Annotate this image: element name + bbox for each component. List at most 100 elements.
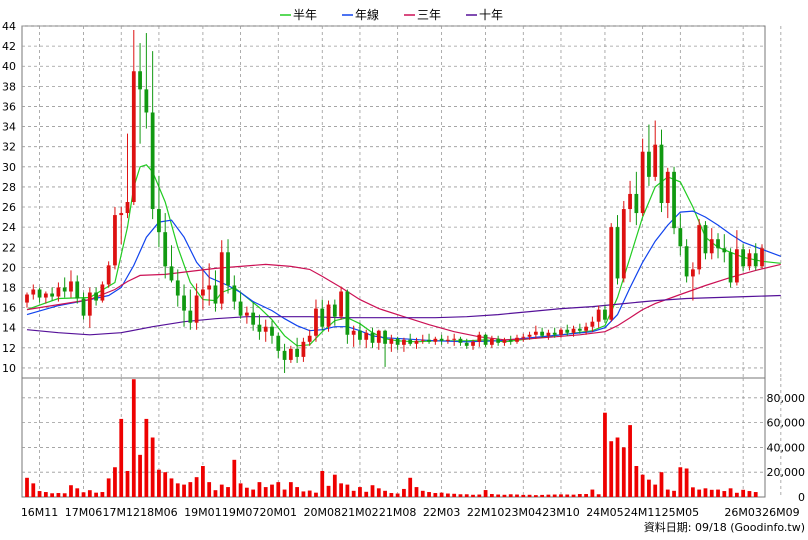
x-tick-label: 24M11 [624,506,662,519]
candle-body [75,281,80,299]
volume-bar [69,485,73,497]
x-tick-label: 20M01 [260,506,298,519]
volume-bar [483,490,488,497]
candle-body [402,339,406,345]
candle-body [100,284,105,301]
volume-bar [150,437,155,497]
volume-bar [157,469,161,497]
volume-panel: 0 20,000 40,000 60,000 80,000 [21,377,806,504]
candle-body [131,71,136,202]
volume-bar [496,494,501,497]
candle-body [414,340,419,344]
volume-bar [533,495,538,497]
volume-bar [119,418,124,497]
candle-body [201,289,205,296]
candle-body [546,332,551,336]
volume-bar [175,483,180,497]
candle-body [226,252,230,286]
x-tick-label: 19M01 [184,506,222,519]
volume-bar [87,490,92,497]
candle-body [288,348,293,360]
price-tick-label: 30 [2,161,16,174]
candle-body [351,330,356,335]
price-tick-label: 42 [2,40,16,53]
volume-bar [596,494,601,497]
candle-body [527,334,532,337]
volume-bar [251,489,256,497]
volume-tick-label: 20,000 [767,466,806,479]
x-tick-label: 23M04 [505,506,543,519]
volume-bar [383,490,387,497]
candle-body [157,209,161,233]
volume-bar [747,491,752,497]
volume-bar [326,485,331,497]
candle-body [244,312,249,316]
x-tick-label: 26M09 [762,506,800,519]
volume-bar [288,482,293,497]
volume-bar [270,484,274,497]
volume-bar [169,478,174,497]
volume-tick-label: 60,000 [767,417,806,430]
candle-body [106,265,111,285]
volume-bar [75,488,80,497]
legend-label-3: 十年 [479,8,503,22]
candle-body [584,326,588,331]
candle-body [615,227,620,279]
candle-body [540,331,545,336]
volume-bar [489,494,494,497]
candle-body [684,246,689,277]
volume-bar [50,493,55,497]
volume-bar [665,489,670,497]
price-tick-label: 10 [2,362,16,375]
volume-bar [226,487,230,497]
candle-body [276,335,281,351]
candle-body [182,295,186,311]
candle-body [232,285,237,302]
candle-body [691,269,695,277]
candle-body [753,253,758,267]
candle-body [25,294,29,303]
volume-tick-label: 80,000 [767,392,806,405]
volume-bar [433,493,438,497]
volume-bar [634,466,639,497]
volume-axis: 0 20,000 40,000 60,000 80,000 [767,392,806,504]
volume-bar [691,487,695,497]
price-tick-label: 16 [2,302,16,315]
volume-bar [163,472,168,497]
volume-bar [364,491,369,497]
volume-bar [43,492,48,497]
volume-bar [402,488,406,497]
candle-body [163,232,168,267]
volume-bar [684,468,689,497]
volume-bar [716,489,720,497]
x-tick-label: 18M06 [140,506,178,519]
candle-body [653,144,658,177]
volume-grid [22,378,782,497]
volume-bar [263,487,268,497]
volume-bar [94,492,98,497]
x-tick-label: 20M08 [304,506,342,519]
candle-body [665,171,670,204]
candle-body [521,336,526,338]
candle-body [326,304,331,327]
price-panel: 10 12 14 16 18 20 22 24 26 28 30 32 34 36 38 40 42 44 [2,20,782,379]
volume-bar [640,474,645,497]
candle-body [659,144,664,204]
volume-bar [414,487,419,497]
volume-bar [188,482,193,497]
x-tick-label: 17M06 [65,506,103,519]
price-tick-label: 28 [2,181,16,194]
volume-bar [100,492,105,497]
volume-bar [351,490,356,497]
volume-bar [703,488,708,497]
volume-bars [25,379,758,497]
candle-body [452,338,457,340]
volume-tick-label: 0 [798,491,805,504]
candle-body [81,298,86,316]
x-tick-label: 16M11 [21,506,59,519]
volume-bar [471,494,475,497]
candle-body [150,112,155,210]
candle-body [502,339,507,343]
volume-bar [138,454,142,497]
